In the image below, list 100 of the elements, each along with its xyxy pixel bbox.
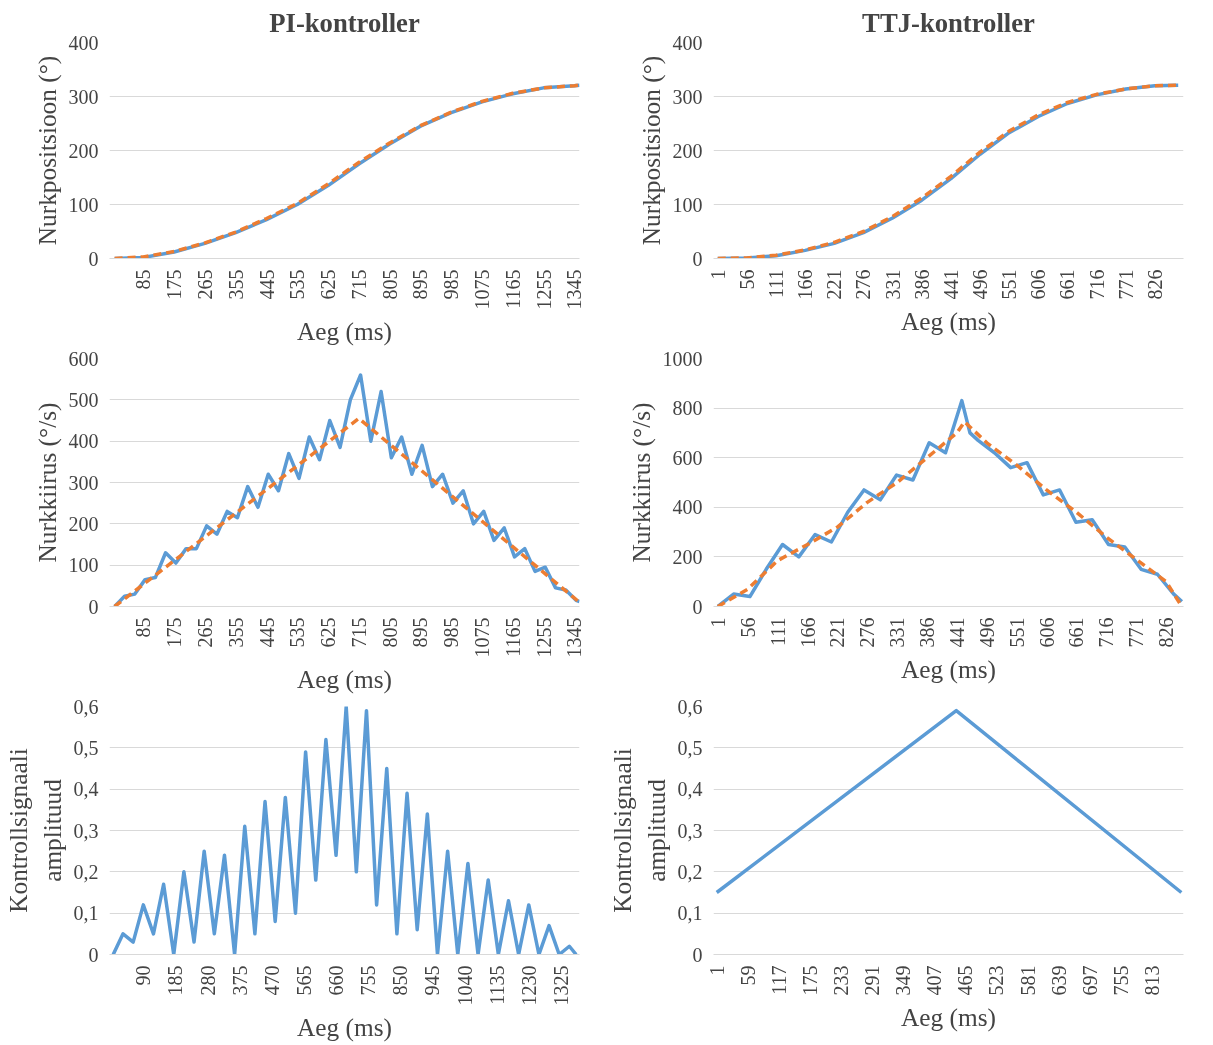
x-tick-label: 265 <box>193 617 216 648</box>
y-tick-label: 300 <box>68 471 99 494</box>
x-tick-label: 660 <box>325 965 348 996</box>
y-tick-label: 200 <box>672 139 703 162</box>
x-tick-label: 276 <box>852 269 875 300</box>
y-tick-label: 0,3 <box>677 819 703 842</box>
y-tick-label: 0,5 <box>677 736 703 759</box>
chart-title: TTJ-kontroller <box>862 7 1036 38</box>
y-axis-title: Nurkkiirus (°/s) <box>626 402 656 563</box>
x-tick-label: 1255 <box>532 617 555 658</box>
x-tick-label: 606 <box>1027 269 1050 300</box>
x-tick-label: 496 <box>975 617 998 648</box>
y-tick-label: 0 <box>88 595 99 618</box>
y-axis-title: Nurkkiirus (°/s) <box>32 402 62 563</box>
y-axis-title: Nurkpositsioon (°) <box>32 55 62 246</box>
y-tick-label: 0,2 <box>73 860 99 883</box>
y-tick-label: 600 <box>672 446 703 469</box>
x-tick-label: 535 <box>286 617 309 648</box>
x-axis-title: Aeg (ms) <box>901 307 996 337</box>
x-tick-label: 111 <box>766 617 789 647</box>
y-tick-label: 0 <box>88 943 99 966</box>
x-tick-label: 826 <box>1155 617 1178 648</box>
x-tick-label: 233 <box>830 965 853 996</box>
x-tick-label: 1 <box>706 269 729 280</box>
x-tick-label: 535 <box>286 269 309 300</box>
x-tick-label: 625 <box>317 617 340 648</box>
x-tick-label: 175 <box>163 269 186 300</box>
x-tick-label: 445 <box>255 269 278 300</box>
x-tick-label: 715 <box>347 269 370 300</box>
x-tick-label: 551 <box>998 269 1021 300</box>
x-tick-label: 1075 <box>471 617 494 658</box>
x-tick-label: 551 <box>1005 617 1028 648</box>
x-tick-label: 945 <box>421 965 444 996</box>
x-tick-label: 581 <box>1016 965 1039 996</box>
x-tick-label: 185 <box>164 965 187 996</box>
x-tick-label: 755 <box>357 965 380 996</box>
x-tick-label: 85 <box>132 269 155 290</box>
x-tick-label: 355 <box>224 269 247 300</box>
y-tick-label: 800 <box>672 397 703 420</box>
y-tick-label: 0,1 <box>73 902 99 925</box>
y-tick-label: 0,1 <box>677 902 703 925</box>
x-tick-label: 771 <box>1114 269 1137 300</box>
y-tick-label: 400 <box>68 31 99 54</box>
x-tick-label: 661 <box>1065 617 1088 648</box>
x-tick-label: 1165 <box>501 617 524 657</box>
x-tick-label: 985 <box>440 269 463 300</box>
x-tick-label: 1075 <box>471 269 494 310</box>
y-tick-label: 600 <box>68 347 99 370</box>
x-tick-label: 441 <box>939 269 962 300</box>
x-tick-label: 221 <box>826 617 849 648</box>
x-axis-title: Aeg (ms) <box>901 1003 996 1033</box>
x-tick-label: 850 <box>389 965 412 996</box>
x-tick-label: 166 <box>796 617 819 648</box>
x-tick-label: 445 <box>255 617 278 648</box>
chart-title: PI-kontroller <box>269 7 420 38</box>
y-tick-label: 200 <box>68 512 99 535</box>
y-tick-label: 100 <box>672 193 703 216</box>
x-tick-label: 826 <box>1143 269 1166 300</box>
y-tick-label: 0,3 <box>73 819 99 842</box>
x-axis-title: Aeg (ms) <box>901 655 996 685</box>
y-tick-label: 0,6 <box>73 695 99 718</box>
y-tick-label: 0,4 <box>677 778 703 801</box>
y-axis-title: Kontrollsignaali amplituud <box>3 748 66 913</box>
x-tick-label: 331 <box>881 269 904 300</box>
y-tick-label: 0,4 <box>73 778 99 801</box>
y-tick-label: 400 <box>672 496 703 519</box>
y-tick-label: 0 <box>88 247 99 270</box>
x-tick-label: 805 <box>378 617 401 648</box>
x-tick-label: 276 <box>856 617 879 648</box>
x-tick-label: 1345 <box>563 617 586 658</box>
x-tick-label: 1 <box>706 617 729 628</box>
x-tick-label: 1230 <box>517 965 540 1006</box>
x-tick-label: 441 <box>945 617 968 648</box>
x-tick-label: 56 <box>735 269 758 290</box>
y-tick-label: 0 <box>692 247 703 270</box>
x-tick-label: 331 <box>886 617 909 648</box>
y-tick-label: 100 <box>68 193 99 216</box>
y-tick-label: 0,5 <box>73 736 99 759</box>
x-tick-label: 280 <box>196 965 219 996</box>
x-tick-label: 1165 <box>501 269 524 309</box>
x-tick-label: 166 <box>794 269 817 300</box>
x-tick-label: 407 <box>923 965 946 996</box>
x-axis-title: Aeg (ms) <box>297 665 392 695</box>
y-tick-label: 400 <box>672 31 703 54</box>
x-tick-label: 111 <box>765 269 788 299</box>
x-tick-label: 117 <box>767 965 790 995</box>
x-tick-label: 985 <box>440 617 463 648</box>
y-tick-label: 1000 <box>662 347 703 370</box>
x-tick-label: 56 <box>736 617 759 638</box>
x-tick-label: 175 <box>163 617 186 648</box>
x-tick-label: 1325 <box>549 965 572 1006</box>
x-tick-label: 59 <box>736 965 759 986</box>
x-tick-label: 895 <box>409 617 432 648</box>
y-tick-label: 0 <box>692 943 703 966</box>
x-tick-label: 265 <box>193 269 216 300</box>
y-tick-label: 500 <box>68 388 99 411</box>
x-tick-label: 805 <box>378 269 401 300</box>
x-tick-label: 349 <box>892 965 915 996</box>
x-tick-label: 85 <box>132 617 155 638</box>
x-tick-label: 386 <box>910 269 933 300</box>
